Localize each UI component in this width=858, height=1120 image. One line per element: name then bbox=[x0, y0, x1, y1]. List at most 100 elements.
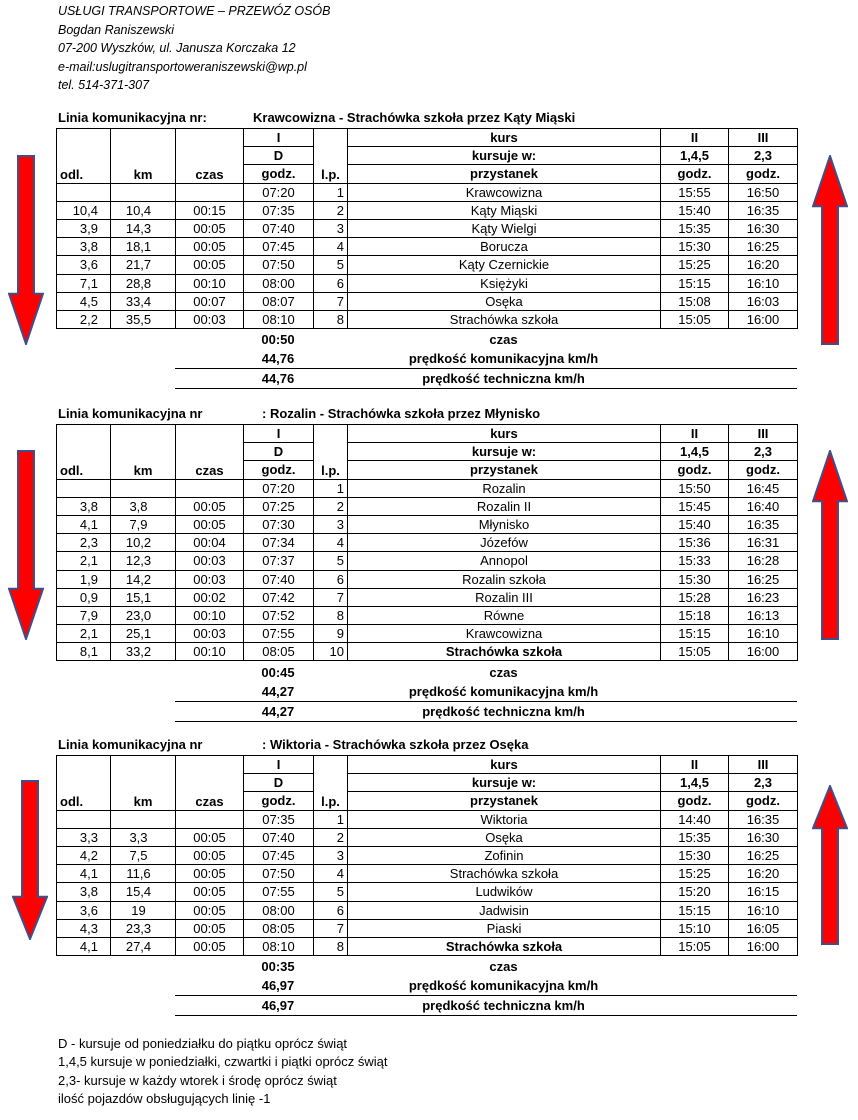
departure-iii-cell: 16:30 bbox=[728, 827, 798, 847]
line-route: : Rozalin - Strachówka szkoła przez Młyn… bbox=[262, 406, 541, 421]
address: 07-200 Wyszków, ul. Janusza Korczaka 12 bbox=[58, 41, 296, 56]
departure-i-cell: 07:35 bbox=[243, 809, 314, 829]
departure-i-cell: 07:50 bbox=[243, 864, 314, 884]
departure-i-cell: 07:55 bbox=[243, 624, 314, 644]
departure-ii-cell: 15:18 bbox=[660, 605, 729, 626]
distance-cell bbox=[56, 478, 111, 498]
km-cell: 33,2 bbox=[110, 642, 176, 662]
stop-number-cell: 6 bbox=[313, 569, 348, 589]
stop-name-cell: Kąty Miąski bbox=[347, 200, 661, 220]
time-cell: 00:05 bbox=[175, 882, 244, 902]
distance-cell: 1,9 bbox=[56, 569, 111, 589]
departure-iii-cell: 16:30 bbox=[728, 218, 798, 239]
distance-cell bbox=[56, 182, 111, 202]
stop-name-cell: Rozalin II bbox=[347, 496, 661, 516]
stop-number-cell: 7 bbox=[313, 587, 348, 607]
departure-ii-cell: 15:20 bbox=[660, 882, 729, 902]
kurs-header: kurs bbox=[347, 754, 661, 775]
km-cell: 25,1 bbox=[110, 624, 176, 644]
departure-ii-cell: 15:45 bbox=[660, 496, 729, 516]
km-cell: 15,4 bbox=[110, 882, 176, 902]
stop-name-cell: Rozalin bbox=[347, 478, 661, 498]
summary-row-techniczna: 46,97 prędkość techniczna km/h bbox=[175, 996, 797, 1017]
departure-ii-cell: 15:25 bbox=[660, 864, 729, 884]
stop-number-cell: 6 bbox=[313, 900, 348, 920]
distance-cell: 3,8 bbox=[56, 496, 111, 516]
km-cell: 27,4 bbox=[110, 936, 176, 957]
km-cell: 14,2 bbox=[110, 569, 176, 589]
departure-iii-cell: 16:10 bbox=[728, 624, 798, 644]
time-cell: 00:15 bbox=[175, 200, 244, 220]
time-cell: 00:10 bbox=[175, 642, 244, 662]
course-iii-days: 2,3 bbox=[728, 773, 798, 793]
departure-iii-cell: 16:03 bbox=[728, 291, 798, 311]
time-cell: 00:05 bbox=[175, 218, 244, 239]
course-i-days: D bbox=[243, 773, 314, 793]
table-row: 7,1 28,8 00:10 08:00 6 Księżyki 15:15 16:10 bbox=[56, 273, 798, 293]
km-cell: 14,3 bbox=[110, 218, 176, 239]
stop-name-cell: Strachówka szkoła bbox=[347, 309, 661, 330]
departure-ii-cell: 15:10 bbox=[660, 918, 729, 938]
course-iii-header: III bbox=[728, 127, 798, 148]
departure-iii-cell: 16:28 bbox=[728, 551, 798, 571]
departure-i-cell: 07:37 bbox=[243, 551, 314, 571]
distance-cell: 7,1 bbox=[56, 273, 111, 293]
departure-iii-cell: 16:45 bbox=[728, 478, 798, 498]
up-arrow-icon bbox=[812, 155, 848, 345]
course-iii-header: III bbox=[728, 423, 798, 444]
distance-cell: 4,3 bbox=[56, 918, 111, 938]
departure-i-cell: 07:45 bbox=[243, 845, 314, 866]
table-row: 4,5 33,4 00:07 08:07 7 Osęka 15:08 16:03 bbox=[56, 291, 798, 311]
stop-name-cell: Borucza bbox=[347, 237, 661, 257]
godz-header: godz. bbox=[243, 791, 314, 811]
departure-i-cell: 07:52 bbox=[243, 605, 314, 626]
summary-value-czas: 00:45 bbox=[261, 664, 295, 680]
stop-name-cell: Strachówka szkoła bbox=[347, 864, 661, 884]
departure-iii-cell: 16:05 bbox=[728, 918, 798, 938]
stop-name-cell: Osęka bbox=[347, 291, 661, 311]
owner-name: Bogdan Raniszewski bbox=[58, 22, 175, 37]
table-row: 4,1 7,9 00:05 07:30 3 Młynisko 15:40 16:35 bbox=[56, 514, 798, 535]
summary-row-czas: 00:45 czas bbox=[175, 663, 797, 682]
distance-cell: 2,1 bbox=[56, 551, 111, 571]
stop-name-cell: Rozalin szkoła bbox=[347, 569, 661, 589]
note-vehicles: ilość pojazdów obsługujących linię -1 bbox=[58, 1091, 271, 1107]
km-cell: 33,4 bbox=[110, 291, 176, 311]
line-label: Linia komunikacyjna nr bbox=[58, 737, 203, 752]
table-row: 2,1 25,1 00:03 07:55 9 Krawcowizna 15:15 16:10 bbox=[56, 624, 798, 644]
course-ii-header: II bbox=[660, 423, 729, 444]
stop-name-cell: Strachówka szkoła bbox=[347, 936, 661, 957]
time-cell bbox=[175, 478, 244, 498]
distance-cell: 4,1 bbox=[56, 864, 111, 884]
table-row: 4,3 23,3 00:05 08:05 7 Piaski 15:10 16:05 bbox=[56, 918, 798, 938]
summary-row-komunikacyjna: 44,76 prędkość komunikacyjna km/h bbox=[175, 349, 797, 370]
odl-header: odl. bbox=[56, 128, 111, 184]
stop-number-cell: 8 bbox=[313, 936, 348, 957]
course-ii-header: II bbox=[660, 754, 729, 775]
departure-i-cell: 07:34 bbox=[243, 533, 314, 553]
table-row: 07:35 1 Wiktoria 14:40 16:35 bbox=[56, 809, 798, 829]
km-cell: 35,5 bbox=[110, 309, 176, 330]
distance-cell: 0,9 bbox=[56, 587, 111, 607]
stop-number-cell: 7 bbox=[313, 291, 348, 311]
time-cell: 00:05 bbox=[175, 237, 244, 257]
summary-label-techniczna: prędkość techniczna km/h bbox=[422, 371, 585, 387]
summary-row-komunikacyjna: 46,97 prędkość komunikacyjna km/h bbox=[175, 976, 797, 997]
departure-ii-cell: 15:15 bbox=[660, 624, 729, 644]
line-route: : Wiktoria - Strachówka szkoła przez Osę… bbox=[262, 737, 529, 752]
czas-header: czas bbox=[175, 128, 244, 184]
departure-i-cell: 08:05 bbox=[243, 642, 314, 662]
stop-number-cell: 2 bbox=[313, 200, 348, 220]
company-name: USŁUGI TRANSPORTOWE – PRZEWÓZ OSÓB bbox=[58, 4, 331, 18]
stop-number-cell: 1 bbox=[313, 478, 348, 498]
departure-iii-cell: 16:25 bbox=[728, 237, 798, 257]
course-i-header: I bbox=[243, 754, 314, 775]
distance-cell: 3,9 bbox=[56, 218, 111, 239]
time-cell bbox=[175, 809, 244, 829]
summary-value-techniczna: 44,27 bbox=[261, 703, 295, 719]
departure-ii-cell: 15:28 bbox=[660, 587, 729, 607]
time-cell: 00:05 bbox=[175, 900, 244, 920]
line-title: Linia komunikacyjna nr : Wiktoria - Strac… bbox=[58, 737, 528, 752]
godz-header: godz. bbox=[728, 164, 798, 184]
